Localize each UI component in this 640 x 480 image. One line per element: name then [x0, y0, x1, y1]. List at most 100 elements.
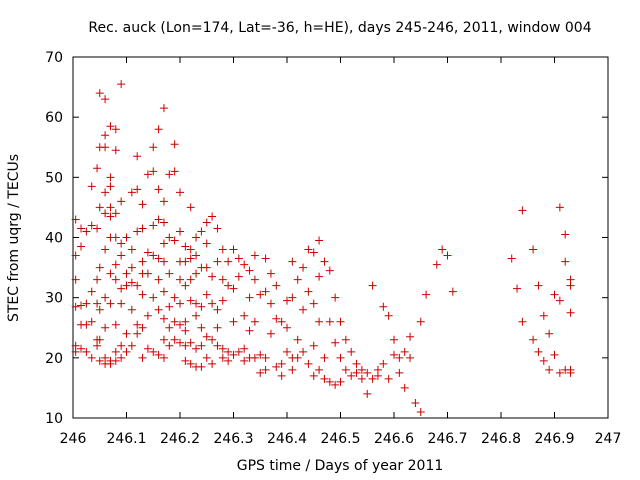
data-point — [71, 275, 80, 284]
data-point — [550, 350, 559, 359]
data-point — [357, 365, 366, 374]
y-tick-label: 30 — [45, 291, 63, 307]
data-point — [87, 287, 96, 296]
data-point — [106, 269, 115, 278]
data-point — [363, 368, 372, 377]
data-point — [93, 164, 102, 173]
data-point — [240, 356, 249, 365]
data-point — [266, 269, 275, 278]
data-point — [71, 215, 80, 224]
data-point — [272, 281, 281, 290]
data-point — [165, 341, 174, 350]
data-point — [154, 350, 163, 359]
data-point — [93, 341, 102, 350]
data-point — [293, 275, 302, 284]
data-point — [197, 302, 206, 311]
data-point — [352, 359, 361, 368]
data-point — [101, 95, 110, 104]
data-point — [566, 281, 575, 290]
data-point — [133, 281, 142, 290]
data-point — [208, 335, 217, 344]
data-point — [545, 329, 554, 338]
data-point — [416, 407, 425, 416]
data-point — [240, 344, 249, 353]
data-point — [93, 275, 102, 284]
data-point — [208, 212, 217, 221]
data-point — [122, 281, 131, 290]
data-point — [101, 245, 110, 254]
data-point — [518, 317, 527, 326]
data-point — [192, 299, 201, 308]
data-point — [159, 218, 168, 227]
data-point — [192, 251, 201, 260]
data-point — [154, 275, 163, 284]
data-point — [299, 305, 308, 314]
data-point — [127, 341, 136, 350]
data-point — [208, 299, 217, 308]
data-point — [266, 299, 275, 308]
data-point — [159, 314, 168, 323]
data-point — [229, 317, 238, 326]
data-point — [186, 245, 195, 254]
data-point — [176, 320, 184, 329]
x-tick-label: 246.6 — [374, 431, 414, 447]
data-point — [513, 284, 522, 293]
data-point — [111, 347, 120, 356]
data-point — [416, 317, 425, 326]
data-point — [106, 122, 115, 131]
data-point — [111, 233, 120, 242]
data-point — [309, 371, 318, 380]
data-point — [101, 143, 110, 152]
data-point — [406, 353, 415, 362]
data-point — [261, 353, 270, 362]
data-point — [77, 301, 86, 310]
data-point — [309, 299, 318, 308]
data-point — [218, 344, 227, 353]
data-point — [159, 257, 168, 266]
data-point — [111, 125, 120, 134]
data-point — [283, 347, 291, 356]
data-point — [320, 353, 329, 362]
data-point — [245, 326, 254, 335]
data-point — [202, 218, 211, 227]
data-point — [127, 188, 136, 197]
data-point — [71, 302, 80, 311]
data-point — [208, 359, 217, 368]
data-point — [384, 311, 393, 320]
data-point — [304, 287, 313, 296]
data-point — [165, 302, 174, 311]
data-point — [127, 245, 136, 254]
data-point — [111, 320, 120, 329]
data-point — [181, 317, 190, 326]
data-point — [309, 248, 318, 257]
data-point — [213, 224, 222, 233]
data-point — [315, 365, 324, 374]
data-point — [229, 245, 238, 254]
y-tick-label: 20 — [45, 351, 63, 367]
data-point — [507, 254, 516, 263]
data-point — [159, 104, 168, 113]
data-point — [277, 317, 286, 326]
data-point — [138, 257, 147, 266]
data-point — [186, 338, 195, 347]
data-point — [138, 224, 147, 233]
data-point — [261, 365, 270, 374]
data-point — [234, 347, 243, 356]
data-point — [111, 209, 120, 218]
plot-area: 246 246.1 246.2 246.3 246.4 246.5 246.6 246.7 24… — [45, 50, 621, 447]
x-axis-label: GPS time / Days of year 2011 — [237, 458, 444, 474]
data-point — [566, 368, 575, 377]
data-point — [122, 347, 131, 356]
data-point — [347, 371, 356, 380]
data-point — [159, 239, 168, 248]
data-point — [101, 323, 110, 332]
data-point — [154, 125, 163, 134]
data-point — [176, 188, 184, 197]
data-point — [250, 317, 259, 326]
data-point — [181, 281, 190, 290]
data-point — [176, 299, 184, 308]
data-point — [93, 299, 102, 308]
data-point — [154, 215, 163, 224]
data-point — [550, 290, 559, 299]
x-tick-label: 246.5 — [320, 431, 360, 447]
